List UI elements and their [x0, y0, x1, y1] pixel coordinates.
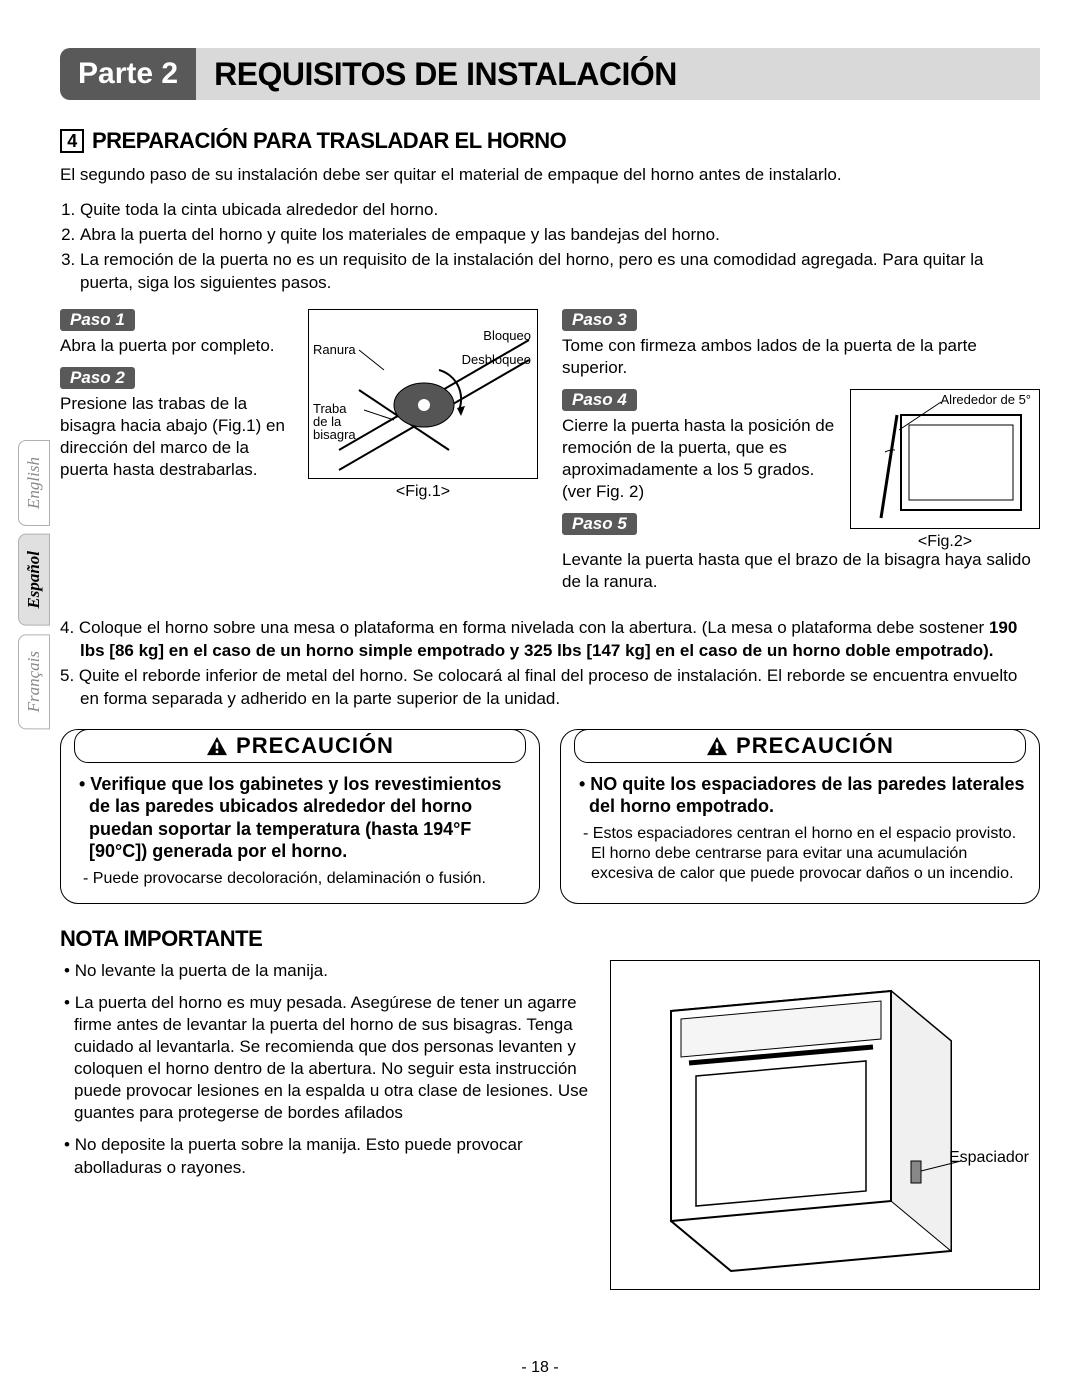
paso3-text: Tome con firmeza ambos lados de la puert… [562, 335, 1040, 379]
caution-pill-right: PRECAUCIÓN [574, 729, 1026, 763]
paso5-text: Levante la puerta hasta que el brazo de … [562, 549, 1040, 593]
caution-title-right: PRECAUCIÓN [736, 733, 894, 759]
oven-figure: Espaciador [610, 960, 1040, 1290]
lang-tab-francais[interactable]: Français [18, 634, 50, 729]
section-heading: 4 PREPARACIÓN PARA TRASLADAR EL HORNO [60, 128, 1040, 154]
nota-heading: NOTA IMPORTANTE [60, 926, 1040, 952]
nota-item-2: La puerta del horno es muy pesada. Asegú… [60, 992, 590, 1125]
oven-diagram-icon [611, 961, 1039, 1289]
header-bar: Parte 2 REQUISITOS DE INSTALACIÓN [60, 48, 1040, 100]
section-number: 4 [60, 129, 84, 153]
fig1-ranura: Ranura [313, 342, 356, 357]
nota-item-3: No deposite la puerta sobre la manija. E… [60, 1134, 590, 1178]
step-2: Abra la puerta del horno y quite los mat… [80, 224, 1040, 247]
item4a: 4. Coloque el horno sobre una mesa o pla… [60, 618, 989, 637]
lang-tab-espanol[interactable]: Español [18, 534, 50, 626]
espaciador-label: Espaciador [949, 1149, 1029, 1167]
caution-right: PRECAUCIÓN • NO quite los espaciadores d… [560, 729, 1040, 904]
fig2-angle: Alrededor de 5° [941, 392, 1031, 407]
left-col: Paso 1 Abra la puerta por completo. Paso… [60, 309, 538, 603]
section-intro: El segundo paso de su instalación debe s… [60, 164, 1040, 187]
right-col: Paso 3 Tome con firmeza ambos lados de l… [562, 309, 1040, 603]
step-3: La remoción de la puerta no es un requis… [80, 249, 1040, 295]
caution-pill-left: PRECAUCIÓN [74, 729, 526, 763]
page-number: - 18 - [0, 1359, 1080, 1377]
caution-row: PRECAUCIÓN • Verifique que los gabinetes… [60, 729, 1040, 904]
paso4-label: Paso 4 [562, 389, 637, 411]
caution-left: PRECAUCIÓN • Verifique que los gabinetes… [60, 729, 540, 904]
fig1-caption: <Fig.1> [308, 483, 538, 501]
numbered-steps: Quite toda la cinta ubicada alrededor de… [60, 199, 1040, 295]
paso1-label: Paso 1 [60, 309, 135, 331]
paso5-label: Paso 5 [562, 513, 637, 535]
item5: 5. Quite el reborde inferior de metal de… [80, 665, 1040, 711]
caution-right-sub: - Estos espaciadores centran el horno en… [575, 824, 1025, 884]
paso3-label: Paso 3 [562, 309, 637, 331]
paso-columns: Paso 1 Abra la puerta por completo. Paso… [60, 309, 1040, 603]
caution-right-main: • NO quite los espaciadores de las pared… [575, 773, 1025, 818]
lang-tab-english[interactable]: English [18, 440, 50, 526]
paso1-text: Abra la puerta por completo. [60, 335, 298, 357]
page-title: REQUISITOS DE INSTALACIÓN [196, 48, 1040, 100]
page-content: Parte 2 REQUISITOS DE INSTALACIÓN 4 PREP… [60, 48, 1040, 1290]
caution-left-main: • Verifique que los gabinetes y los reve… [75, 773, 525, 863]
warning-icon [706, 736, 728, 756]
caution-title-left: PRECAUCIÓN [236, 733, 394, 759]
parte-label: Parte 2 [60, 48, 196, 100]
fig1-traba: Traba de la bisagra [313, 402, 363, 441]
section-title: PREPARACIÓN PARA TRASLADAR EL HORNO [92, 128, 566, 154]
paso2-text: Presione las trabas de la bisagra hacia … [60, 393, 298, 481]
fig1-box: Ranura Traba de la bisagra Bloqueo Desbl… [308, 309, 538, 479]
paso2-label: Paso 2 [60, 367, 135, 389]
paso4-text: Cierre la puerta hasta la posición de re… [562, 415, 840, 503]
fig1-desbloqueo: Desbloqueo [462, 352, 531, 367]
warning-icon [206, 736, 228, 756]
door-angle-diagram-icon [851, 390, 1039, 528]
step-1: Quite toda la cinta ubicada alrededor de… [80, 199, 1040, 222]
language-tabs: English Español Français [18, 440, 54, 737]
fig1-bloqueo: Bloqueo [483, 328, 531, 343]
nota-list: No levante la puerta de la manija. La pu… [60, 960, 590, 1290]
nota-item-1: No levante la puerta de la manija. [60, 960, 590, 982]
continued-list: 4. Coloque el horno sobre una mesa o pla… [60, 617, 1040, 711]
caution-left-sub: - Puede provocarse decoloración, delamin… [75, 869, 525, 889]
fig2-box: Alrededor de 5° [850, 389, 1040, 529]
nota-row: No levante la puerta de la manija. La pu… [60, 960, 1040, 1290]
